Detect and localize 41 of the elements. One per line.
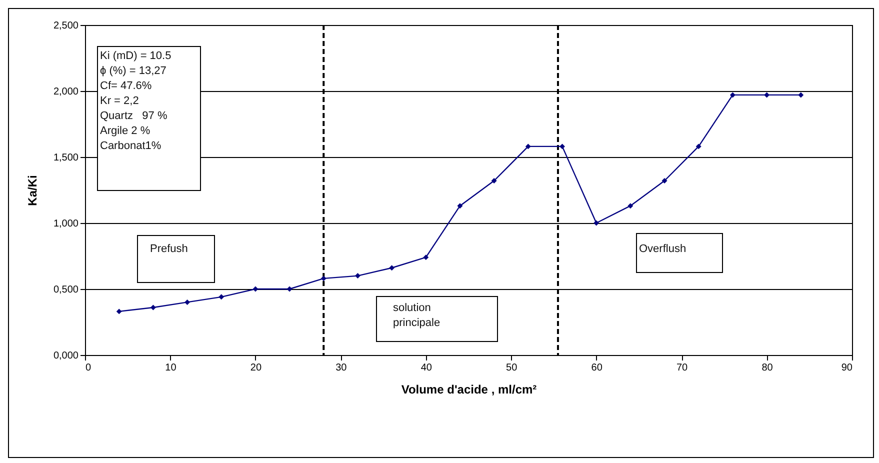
point <box>286 286 292 292</box>
text-box: Ki (mD) = 10.5 ϕ (%) = 13,27 Cf= 47.6% Kr = 2,2 Quartz 97 % Argile 2 % Carbonat1% <box>97 46 201 191</box>
y-axis-title: Ka/Ki <box>25 175 40 206</box>
point <box>150 304 156 310</box>
point <box>252 286 258 292</box>
x-tick-label: 90 <box>841 362 853 374</box>
x-tick-label: 30 <box>336 362 348 374</box>
point <box>798 92 804 98</box>
point <box>457 203 463 209</box>
point <box>628 203 634 209</box>
x-axis-title: Volume d'acide , ml/cm² <box>401 382 537 396</box>
x-tick-label: 10 <box>165 362 177 374</box>
text-box: Prefush <box>137 235 215 283</box>
x-tick-label: 70 <box>676 362 688 374</box>
x-tick-label: 0 <box>86 362 92 374</box>
y-tick-label: 2,000 <box>53 86 79 98</box>
point <box>525 144 531 150</box>
point <box>116 308 122 314</box>
y-tick-label: 0,000 <box>53 350 79 362</box>
point <box>730 92 736 98</box>
x-tick-label: 20 <box>250 362 262 374</box>
point <box>594 220 600 226</box>
x-tick-label: 50 <box>506 362 518 374</box>
y-tick-label: 2,500 <box>53 20 79 32</box>
y-tick-label: 0,500 <box>53 284 79 296</box>
x-tick-label: 80 <box>762 362 774 374</box>
point <box>696 144 702 150</box>
point <box>423 254 429 260</box>
point <box>184 299 190 305</box>
y-tick-label: 1,500 <box>53 152 79 164</box>
y-tick-label: 1,000 <box>53 218 79 230</box>
text-box: Overflush <box>636 233 723 273</box>
x-tick-label: 60 <box>591 362 603 374</box>
x-tick-label: 40 <box>420 362 432 374</box>
point <box>218 294 224 300</box>
point <box>320 276 326 282</box>
point <box>491 178 497 184</box>
point <box>560 144 565 150</box>
point <box>389 265 395 271</box>
text-box: solution principale <box>376 296 498 342</box>
point <box>354 273 360 279</box>
